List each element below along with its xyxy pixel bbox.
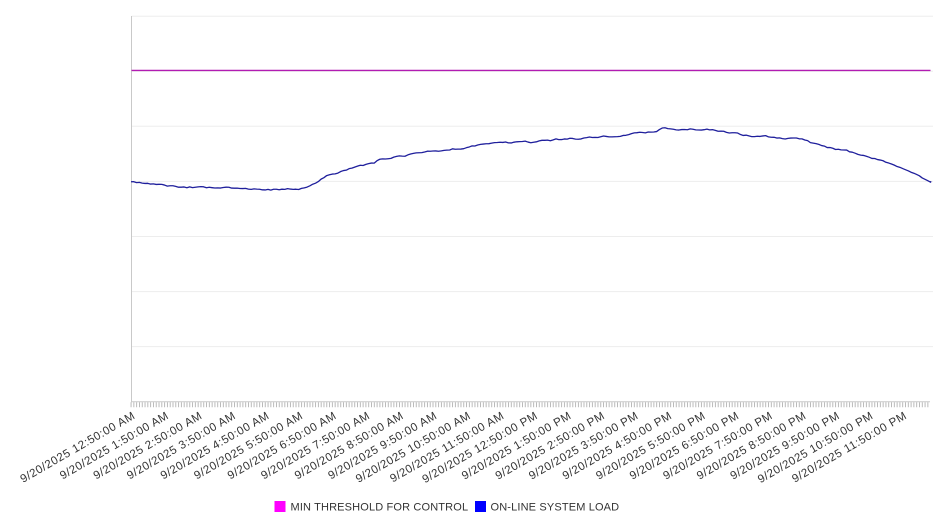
svg-text:ON-LINE SYSTEM LOAD: ON-LINE SYSTEM LOAD bbox=[491, 502, 620, 514]
svg-text:MIN THRESHOLD FOR CONTROL: MIN THRESHOLD FOR CONTROL bbox=[291, 502, 469, 514]
